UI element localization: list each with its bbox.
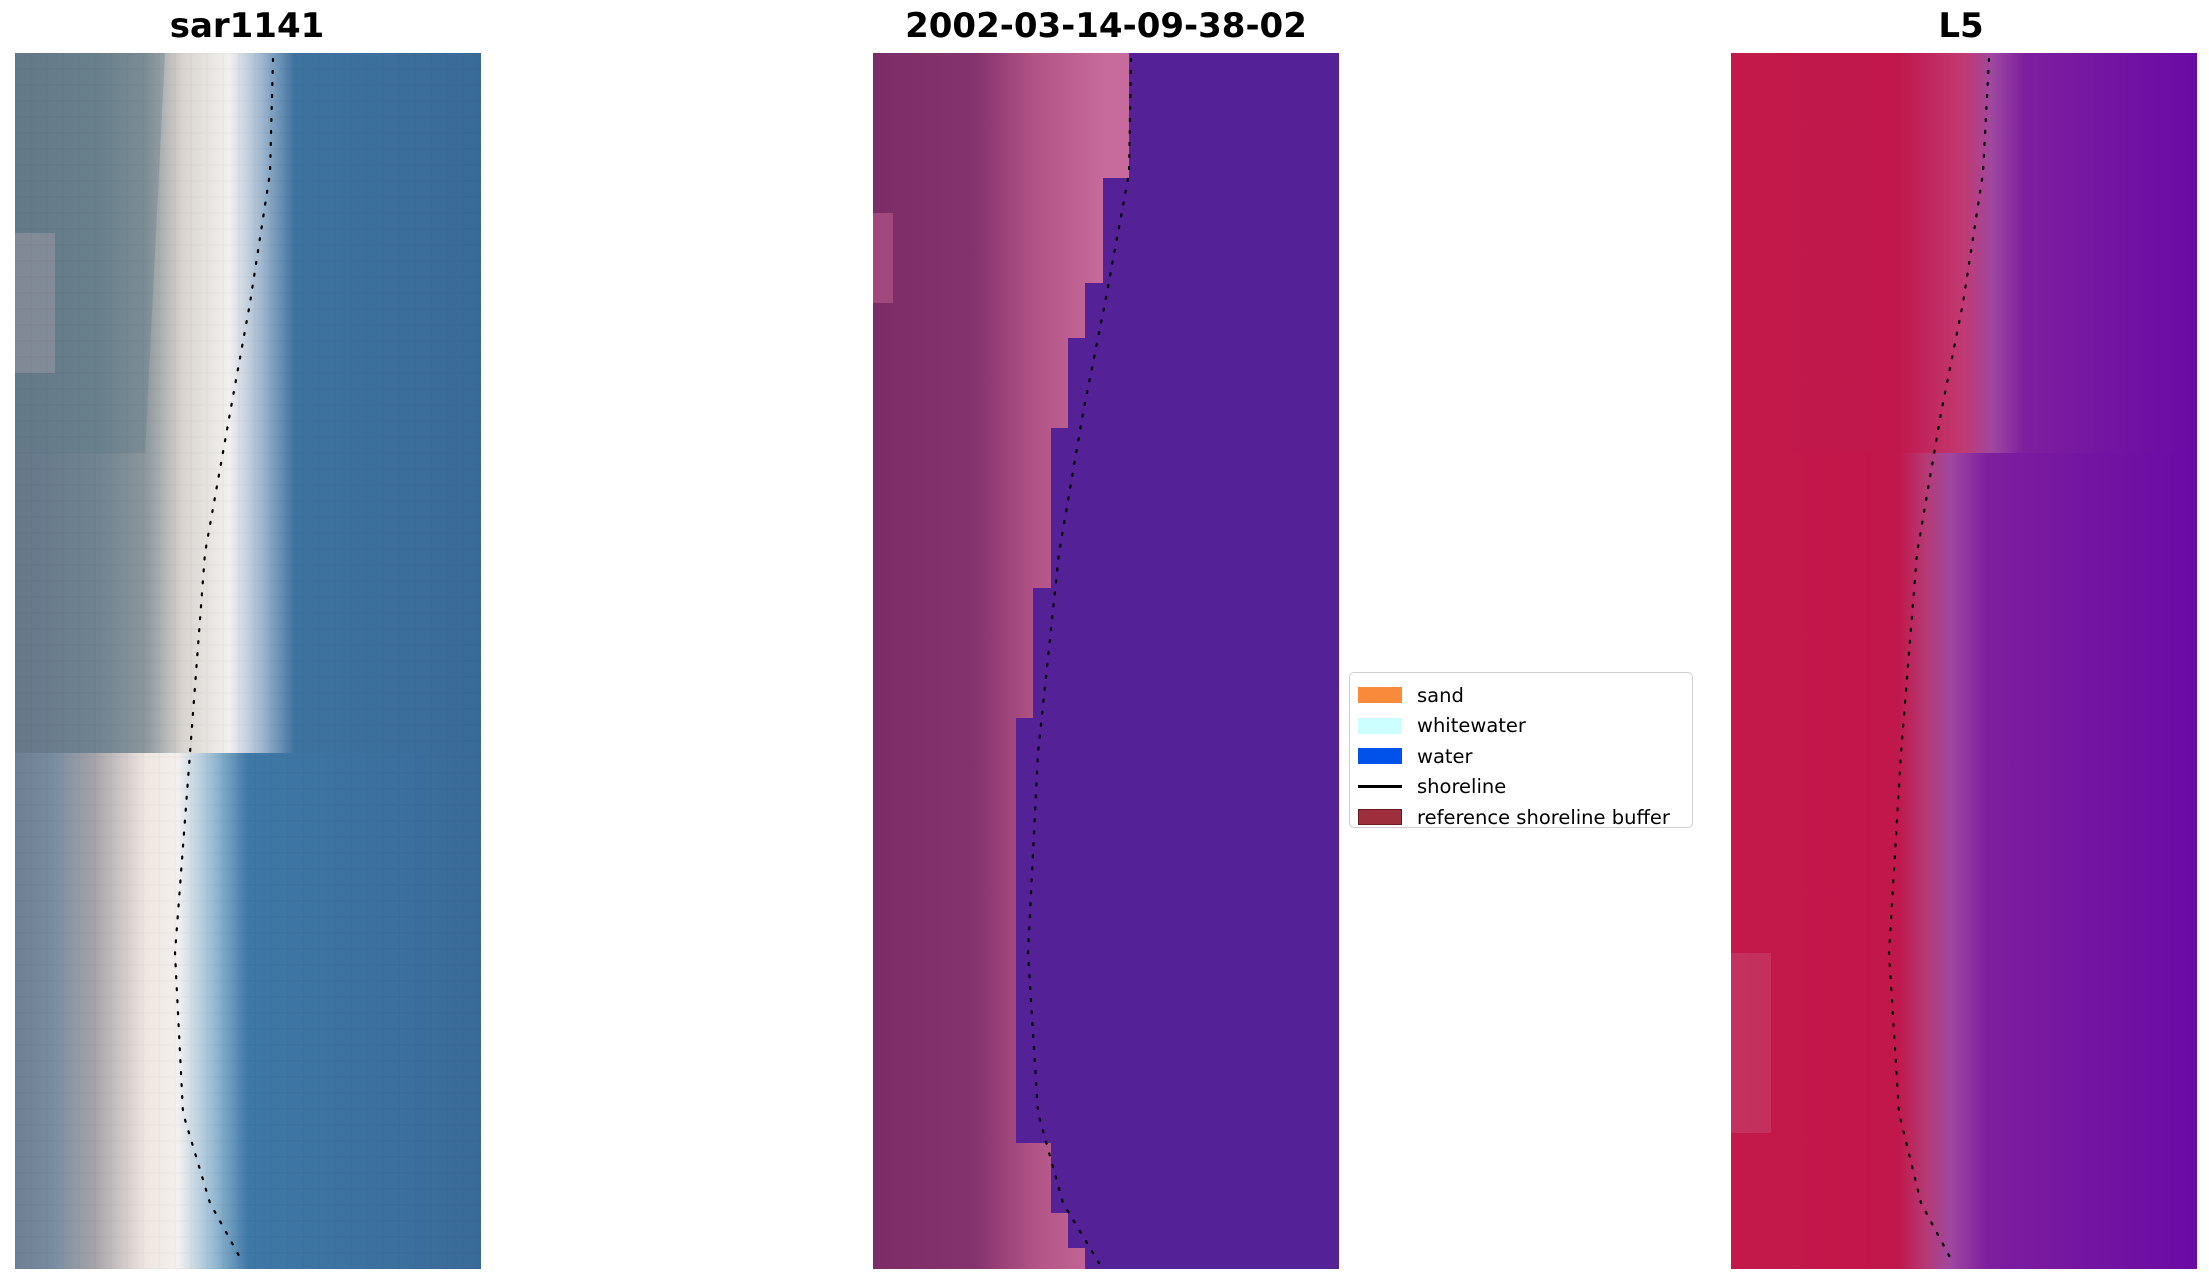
classified-image-panel — [873, 53, 1339, 1269]
water-swatch — [1358, 748, 1402, 765]
reference-buffer-swatch — [1358, 809, 1402, 826]
legend-label-reference-buffer: reference shoreline buffer — [1417, 805, 1670, 829]
index-image-panel — [1731, 53, 2197, 1269]
legend-item-water: water — [1358, 741, 1684, 772]
panel-title-index: L5 — [1938, 6, 1984, 46]
legend-label-shoreline: shoreline — [1417, 775, 1507, 799]
shoreline-dots-index — [1887, 57, 1991, 1265]
classified-image — [873, 53, 1339, 1269]
shoreline-dots-classified — [1026, 57, 1133, 1265]
shoreline-dots-rgb — [173, 57, 275, 1265]
rgb-image — [15, 53, 481, 1269]
sand-swatch — [1358, 687, 1402, 704]
legend-item-shoreline: shoreline — [1358, 772, 1684, 803]
panel-title-rgb: sar1141 — [169, 6, 325, 46]
panel-title-classified: 2002-03-14-09-38-02 — [905, 6, 1307, 46]
water-class-region — [1016, 53, 1339, 1269]
shoreline-line-swatch — [1358, 785, 1402, 789]
legend-label-whitewater: whitewater — [1417, 714, 1526, 738]
rgb-image-panel — [15, 53, 481, 1269]
legend-label-water: water — [1417, 744, 1473, 768]
legend: sand whitewater water shoreline referenc… — [1349, 672, 1693, 829]
legend-label-sand: sand — [1417, 683, 1464, 707]
index-image — [1731, 53, 2197, 1269]
legend-item-whitewater: whitewater — [1358, 711, 1684, 742]
legend-item-sand: sand — [1358, 680, 1684, 711]
whitewater-swatch — [1358, 717, 1402, 734]
legend-item-reference-buffer: reference shoreline buffer — [1358, 802, 1684, 833]
